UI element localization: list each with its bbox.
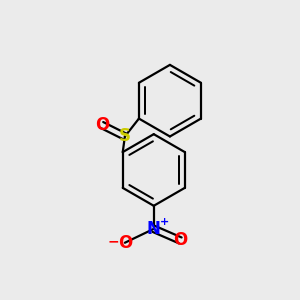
Text: S: S (119, 128, 131, 146)
Text: O: O (173, 231, 188, 249)
Text: N: N (147, 220, 161, 238)
Text: O: O (95, 116, 109, 134)
Text: +: + (160, 218, 170, 227)
Text: O: O (118, 234, 132, 252)
Text: −: − (107, 234, 119, 248)
